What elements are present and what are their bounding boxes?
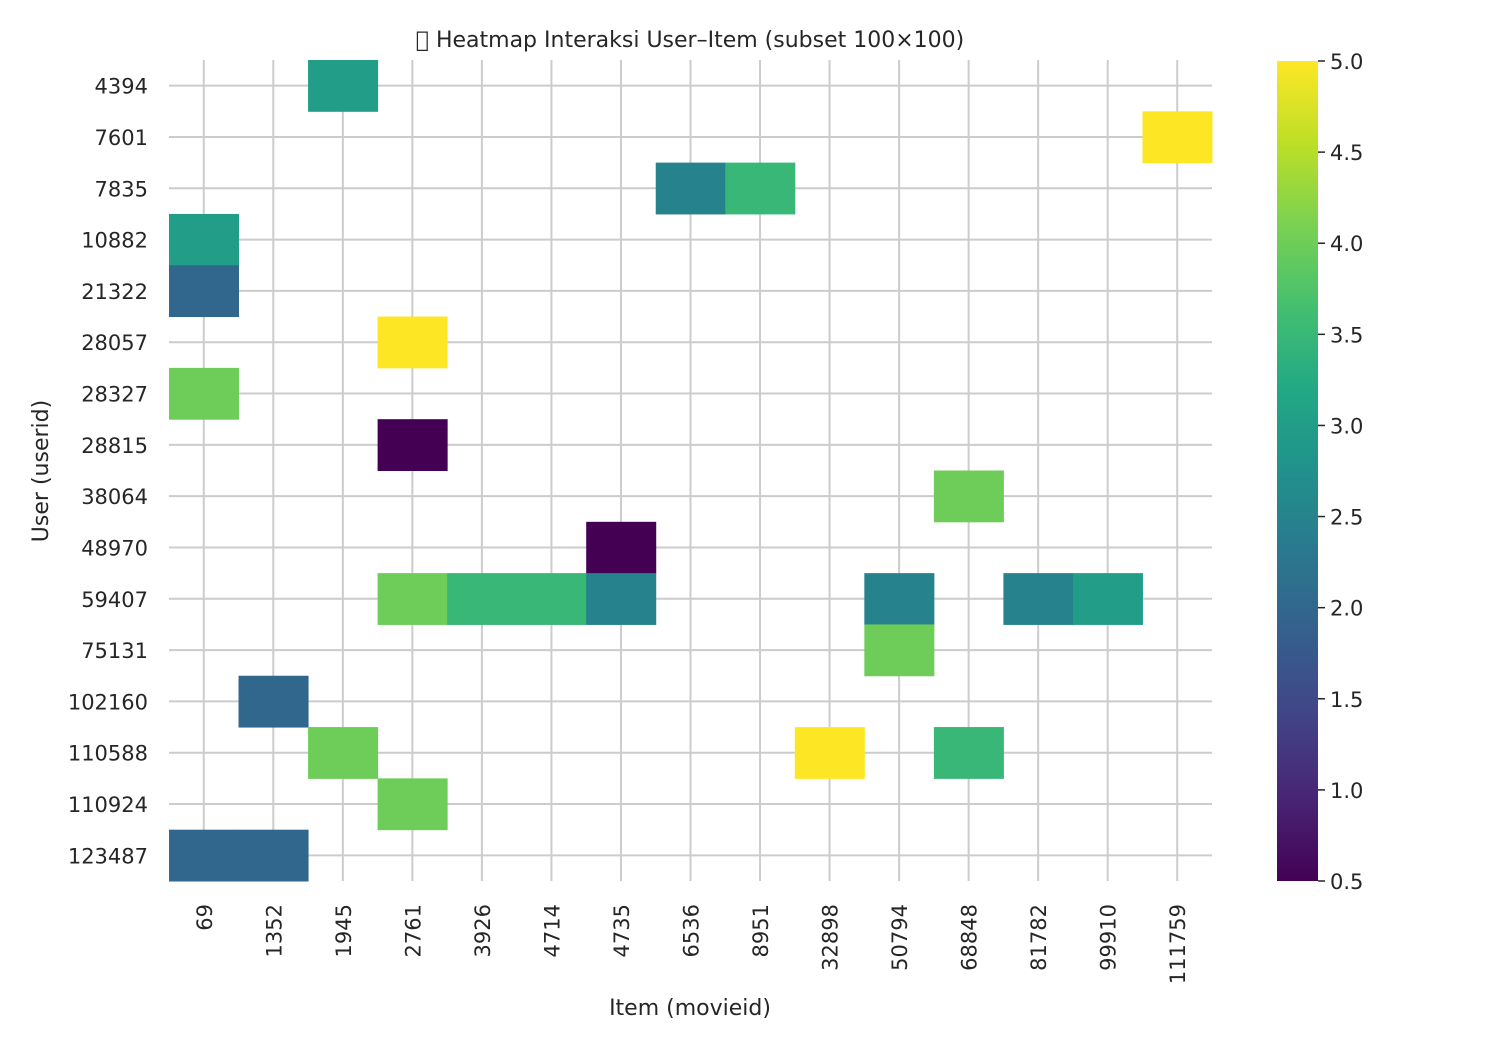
x-tick-label: 3926 <box>471 904 495 957</box>
y-tick-label: 28327 <box>81 383 148 407</box>
heatmap-cell <box>169 265 240 318</box>
heatmap-cell <box>794 727 865 779</box>
heatmap-cell <box>933 727 1004 779</box>
x-tick-label: 8951 <box>749 904 773 957</box>
x-tick-label: 2761 <box>401 904 425 957</box>
heatmap-cell <box>238 829 309 882</box>
x-tick-label: 99910 <box>1097 904 1121 971</box>
y-tick-label: 4394 <box>95 75 148 99</box>
colorbar: 0.5 1.0 1.5 2.0 2.5 3.0 3.5 4.0 4.5 5.0 <box>1277 50 1363 894</box>
heatmap-cell <box>308 727 379 779</box>
y-tick-label: 7835 <box>95 177 148 201</box>
heatmap-cell <box>586 573 657 625</box>
y-tick-label: 28815 <box>81 434 148 458</box>
x-tick-label: 1352 <box>262 904 286 957</box>
y-tick-label: 102160 <box>68 690 148 714</box>
x-tick-label: 6536 <box>680 904 704 957</box>
x-axis-ticks: 69 1352 1945 2761 3926 4714 4735 6536 8951 32898 5… <box>193 904 1190 984</box>
colorbar-tick-label: 4.0 <box>1330 232 1363 256</box>
x-axis-label: Item (movieid) <box>609 996 771 1021</box>
colorbar-tick-label: 1.5 <box>1330 688 1363 712</box>
heatmap-cell <box>1142 111 1213 164</box>
heatmap-cell <box>377 419 448 471</box>
y-tick-label: 75131 <box>81 639 148 663</box>
colorbar-tick-label: 5.0 <box>1330 50 1363 74</box>
y-axis-ticks: 4394 7601 7835 10882 21322 28057 28327 28815 380… <box>68 75 148 869</box>
x-tick-label: 32898 <box>819 904 843 971</box>
heatmap-cell <box>447 573 518 625</box>
colorbar-gradient <box>1277 61 1318 881</box>
heatmap-cells <box>169 60 1213 882</box>
heatmap-cell <box>377 316 448 369</box>
y-tick-label: 59407 <box>81 588 148 612</box>
heatmap-cell <box>308 60 379 112</box>
heatmap-cell <box>377 573 448 625</box>
x-tick-label: 69 <box>193 904 217 931</box>
heatmap-cell <box>864 573 935 625</box>
y-tick-label: 48970 <box>81 536 148 560</box>
x-tick-label: 111759 <box>1166 904 1190 984</box>
y-tick-label: 110588 <box>68 742 148 766</box>
heatmap-cell <box>169 213 240 266</box>
heatmap-cell <box>1072 573 1143 625</box>
y-tick-label: 123487 <box>68 844 148 868</box>
y-tick-label: 21322 <box>81 280 148 304</box>
y-tick-label: 10882 <box>81 229 148 253</box>
y-tick-label: 38064 <box>81 485 148 509</box>
heatmap-cell <box>586 521 657 574</box>
heatmap-cell <box>655 162 726 215</box>
chart-title: 􏰀 Heatmap Interaksi User–Item (subset 10… <box>416 28 964 53</box>
colorbar-tick-label: 3.5 <box>1330 323 1363 347</box>
heatmap-cell <box>169 829 240 882</box>
x-tick-label: 81782 <box>1027 904 1051 971</box>
colorbar-tick-label: 2.5 <box>1330 506 1363 530</box>
colorbar-tick-label: 1.0 <box>1330 779 1363 803</box>
x-tick-label: 4735 <box>610 904 634 957</box>
x-tick-label: 4714 <box>540 904 564 957</box>
colorbar-tick-label: 4.5 <box>1330 141 1363 165</box>
y-tick-label: 110924 <box>68 793 148 817</box>
colorbar-tick-label: 3.0 <box>1330 414 1363 438</box>
y-axis-label: User (userid) <box>29 400 54 542</box>
y-tick-label: 28057 <box>81 331 148 355</box>
heatmap-cell <box>516 573 587 625</box>
colorbar-tick-label: 2.0 <box>1330 597 1363 621</box>
heatmap-cell <box>169 367 240 420</box>
x-tick-label: 1945 <box>332 904 356 957</box>
x-tick-label: 68848 <box>958 904 982 971</box>
colorbar-tick-label: 0.5 <box>1330 870 1363 894</box>
heatmap-cell <box>864 624 935 677</box>
heatmap-cell <box>725 162 796 215</box>
heatmap-cell <box>377 778 448 831</box>
heatmap-cell <box>933 470 1004 523</box>
y-tick-label: 7601 <box>95 126 148 150</box>
heatmap-cell <box>1003 573 1074 625</box>
heatmap-cell <box>238 675 309 728</box>
x-tick-label: 50794 <box>888 904 912 971</box>
